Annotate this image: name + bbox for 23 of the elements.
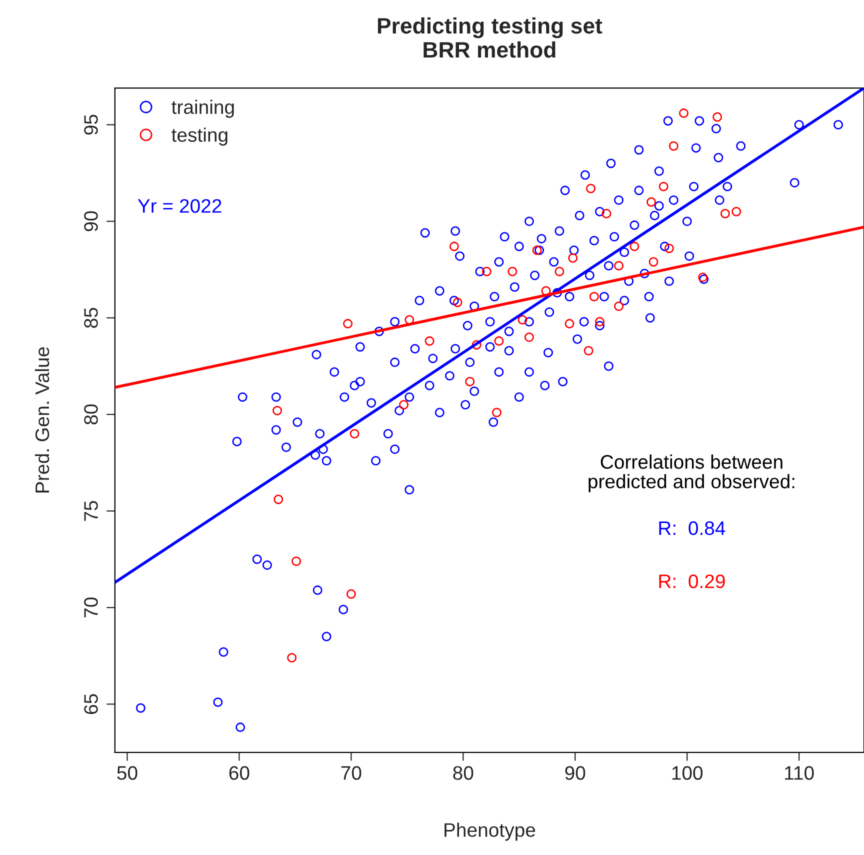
x-tick-label: 50 bbox=[117, 766, 138, 780]
y-tick-label: 70 bbox=[84, 598, 98, 618]
y-tick-label: 85 bbox=[84, 308, 98, 328]
x-tick-label: 70 bbox=[341, 766, 362, 780]
x-tick-label: 60 bbox=[229, 766, 250, 780]
y-tick-label: 65 bbox=[84, 694, 98, 714]
y-tick-label: 95 bbox=[84, 114, 98, 135]
annotation: R: 0.84 bbox=[659, 521, 726, 536]
chart-title: Predicting testing set BRR method bbox=[378, 17, 602, 58]
x-axis-title: Phenotype bbox=[444, 822, 536, 841]
y-tick-label: 75 bbox=[84, 501, 98, 521]
x-tick-label: 90 bbox=[565, 766, 586, 780]
x-tick-label: 100 bbox=[672, 766, 703, 780]
y-tick-label: 80 bbox=[84, 404, 98, 424]
legend-label: testing bbox=[172, 128, 228, 146]
x-tick-label: 110 bbox=[785, 766, 814, 780]
y-tick-label: 90 bbox=[84, 211, 98, 232]
annotation: R: 0.29 bbox=[659, 574, 725, 588]
annotation: Correlations between predicted and observed: bbox=[588, 454, 794, 492]
x-tick-label: 80 bbox=[453, 766, 474, 780]
annotation: Yr = 2022 bbox=[138, 199, 222, 213]
legend-label: training bbox=[172, 100, 234, 118]
y-axis-title: Pred. Gen. Value bbox=[34, 347, 50, 492]
